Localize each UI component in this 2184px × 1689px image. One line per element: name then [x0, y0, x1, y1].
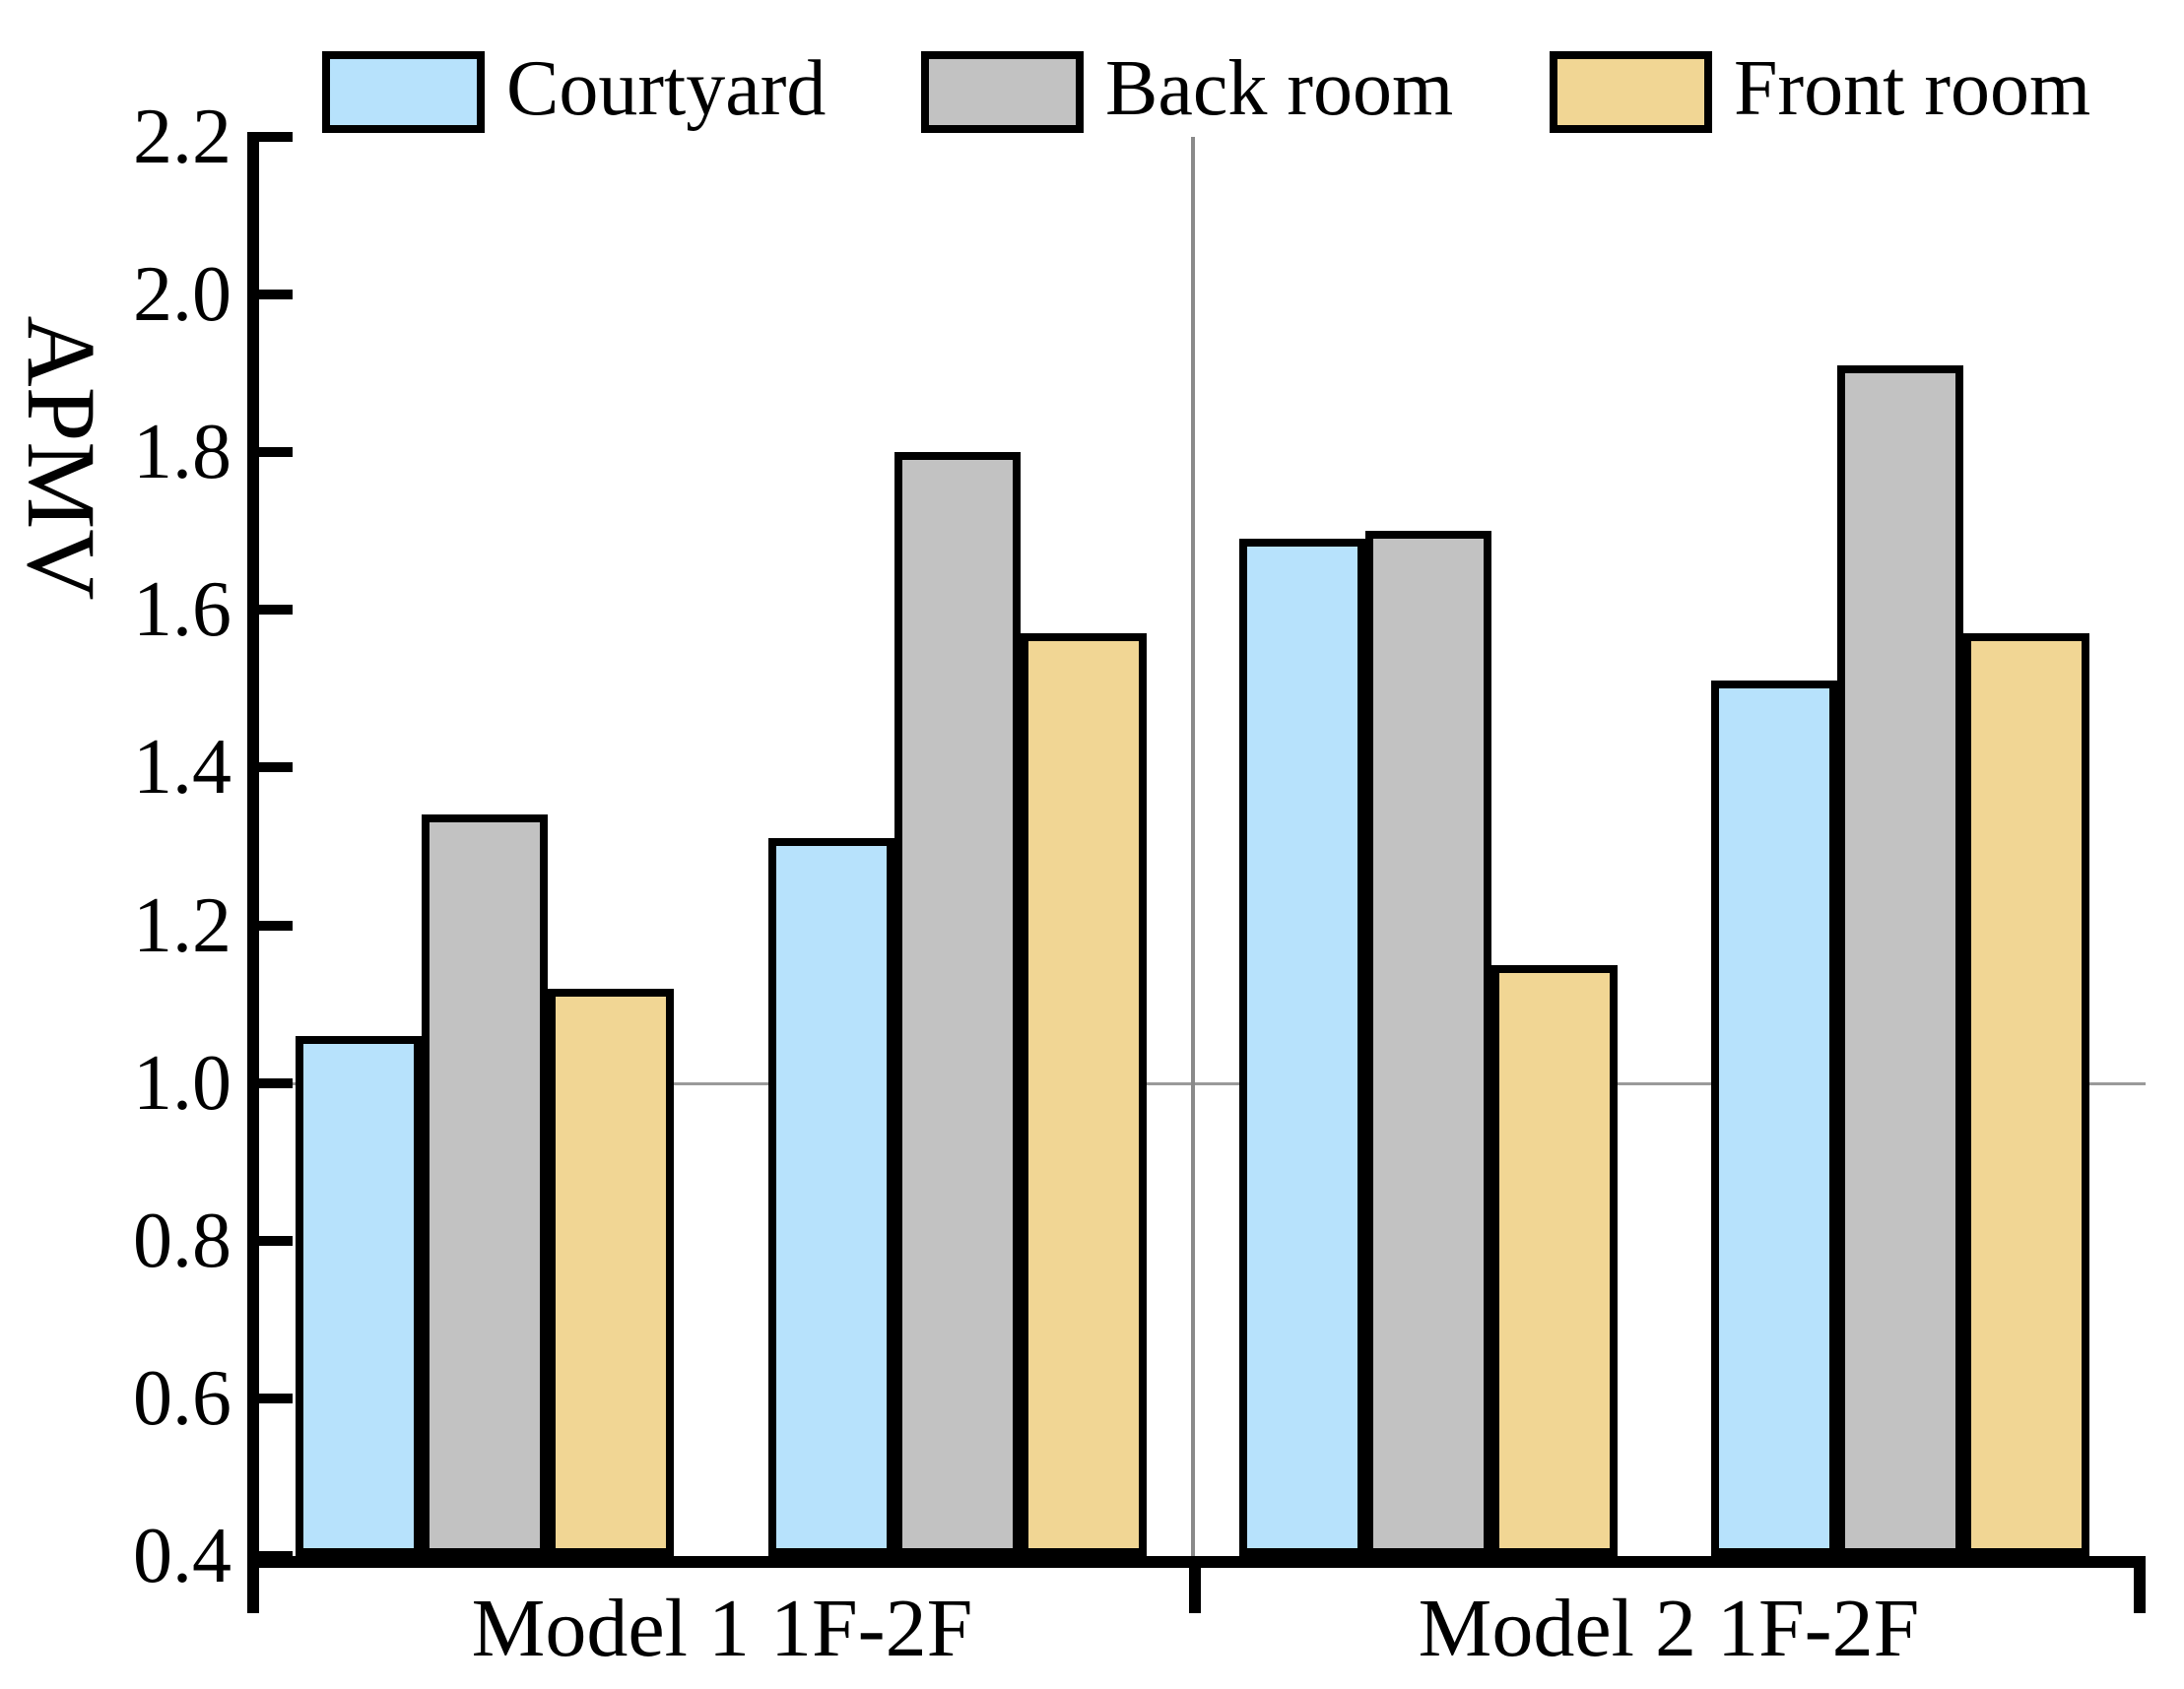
- y-tick-label: 1.2: [133, 881, 232, 969]
- y-tick-label: 2.0: [133, 251, 232, 339]
- y-tick-label: 1.0: [133, 1039, 232, 1127]
- bar-courtyard-group3: [1239, 539, 1365, 1556]
- reference-gridline: [247, 1082, 2146, 1085]
- y-tick-label: 0.4: [133, 1513, 232, 1599]
- y-tick-label: 1.4: [133, 724, 232, 812]
- y-axis-tick-mark: [247, 1078, 293, 1088]
- y-tick-label: 1.8: [133, 409, 232, 496]
- y-axis-tick-mark: [247, 290, 293, 299]
- y-axis-tick-mark: [247, 605, 293, 615]
- x-axis-tick-right: [2134, 1568, 2146, 1613]
- legend-item-back-room: Back room: [921, 44, 1454, 133]
- y-tick-label: 0.8: [133, 1197, 232, 1284]
- y-axis-tick-mark: [247, 447, 293, 457]
- legend-label-front-room: Front room: [1734, 44, 2091, 132]
- bar-courtyard-group1: [296, 1036, 422, 1556]
- x-category-label-model2: Model 2 1F-2F: [1418, 1583, 1920, 1674]
- y-axis-tick-mark: [247, 1394, 293, 1403]
- y-axis-tick-mark: [247, 762, 293, 772]
- y-axis-line: [247, 137, 259, 1613]
- bar-front-room-group1: [548, 989, 674, 1556]
- bar-front-room-group4: [1963, 633, 2089, 1556]
- bar-courtyard-group4: [1711, 681, 1837, 1556]
- legend-swatch-back-room: [921, 51, 1084, 133]
- legend-swatch-front-room: [1550, 51, 1712, 133]
- y-axis-tick-mark: [247, 921, 293, 931]
- x-axis-tick-left: [247, 1568, 259, 1613]
- bar-front-room-group3: [1491, 965, 1618, 1556]
- legend-label-back-room: Back room: [1105, 44, 1454, 132]
- bar-back-room-group3: [1365, 531, 1491, 1556]
- y-tick-label: 0.6: [133, 1354, 232, 1442]
- bar-back-room-group2: [894, 452, 1021, 1556]
- x-category-label-model1: Model 1 1F-2F: [471, 1583, 973, 1674]
- plot-area: [247, 132, 2146, 1561]
- bar-back-room-group1: [422, 814, 548, 1556]
- x-axis-tick-middle: [1189, 1568, 1201, 1613]
- bar-front-room-group2: [1021, 633, 1147, 1556]
- x-axis-line: [247, 1556, 2146, 1568]
- bar-back-room-group4: [1837, 365, 1963, 1556]
- y-tick-label: 2.2: [133, 94, 232, 180]
- y-axis-tick-mark: [247, 132, 293, 142]
- y-axis-tick-mark: [247, 1236, 293, 1246]
- category-divider-line: [1191, 137, 1195, 1556]
- legend-item-front-room: Front room: [1550, 44, 2091, 133]
- legend-label-courtyard: Courtyard: [506, 44, 827, 132]
- legend-swatch-courtyard: [322, 51, 485, 133]
- bar-courtyard-group2: [768, 838, 894, 1556]
- y-tick-label: 1.6: [133, 566, 232, 654]
- legend-item-courtyard: Courtyard: [322, 44, 827, 133]
